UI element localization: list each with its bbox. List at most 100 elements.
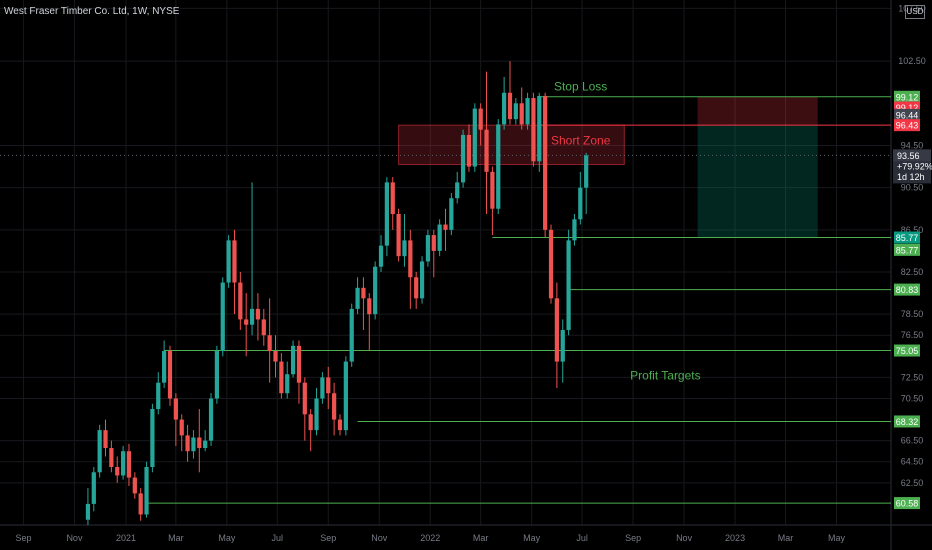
candle	[97, 424, 102, 478]
time-tick-label: 2022	[420, 533, 440, 543]
candle	[120, 445, 126, 480]
candle-body	[390, 182, 395, 215]
candle	[531, 92, 536, 167]
candle	[425, 229, 431, 267]
candle	[103, 419, 108, 457]
candles	[85, 61, 589, 525]
candle-body	[279, 361, 284, 394]
candle-body	[572, 219, 577, 241]
price-tick-label: 64.50	[901, 457, 924, 467]
price-tick-label: 82.50	[901, 267, 924, 277]
currency-label[interactable]: USD	[905, 5, 925, 19]
candle	[390, 177, 395, 230]
candle-body	[502, 92, 507, 125]
candle	[548, 224, 554, 304]
candle	[150, 403, 155, 473]
candle	[414, 271, 419, 309]
candle-body	[437, 224, 442, 251]
candle-body	[267, 335, 272, 352]
candle	[197, 409, 202, 473]
candle-body	[396, 214, 401, 257]
price-axis-label: 96.44	[894, 108, 920, 121]
price-axis-label-bg	[894, 90, 920, 103]
candle	[185, 424, 190, 462]
candle	[396, 208, 401, 262]
price-axis-label-bg	[894, 231, 920, 244]
price-axis-label-bg	[894, 344, 920, 357]
price-axis-label: 60.58	[894, 497, 920, 510]
price-tick-label: 94.50	[901, 140, 924, 150]
price-axis-label-text: 85.77	[896, 245, 919, 255]
candle-body	[290, 345, 296, 375]
candle	[355, 277, 360, 315]
candle	[431, 229, 436, 278]
current-price-box-top	[893, 149, 931, 162]
current-price-value: 93.56	[897, 151, 920, 161]
bar-countdown: 1d 12h	[897, 172, 925, 182]
candle	[349, 303, 354, 367]
candle-body	[460, 134, 466, 183]
price-axis-label-text: 60.58	[896, 499, 919, 509]
candle	[296, 340, 302, 404]
price-axis-label-text: 96.44	[896, 110, 919, 120]
price-axis-label: 80.83	[894, 283, 920, 296]
candle-body	[343, 361, 348, 431]
candle-body	[185, 435, 190, 452]
candle-body	[191, 437, 196, 452]
candle	[273, 335, 278, 378]
candle	[326, 366, 331, 410]
candle-body	[431, 235, 436, 251]
price-tick-label: 66.50	[901, 436, 924, 446]
candle	[361, 277, 366, 330]
candle-body	[314, 398, 319, 431]
candle-body	[378, 245, 384, 267]
candle	[460, 129, 466, 188]
candle-body	[484, 129, 489, 172]
candle-body	[109, 448, 114, 468]
candle-body	[566, 240, 571, 330]
time-tick-label: 2023	[725, 533, 745, 543]
candle	[584, 152, 589, 215]
price-axis-label: 85.77	[894, 231, 920, 244]
position-stop-area	[697, 96, 818, 126]
candle	[384, 177, 389, 257]
candle-body	[167, 351, 173, 399]
time-tick-label: Jul	[272, 533, 284, 543]
candle-body	[384, 182, 389, 246]
candle-body	[138, 493, 143, 515]
grid	[0, 0, 891, 525]
candle-body	[472, 108, 477, 167]
candle	[244, 293, 249, 357]
candle	[249, 182, 255, 336]
position-target-area	[697, 125, 818, 238]
annotation-label: Stop Loss	[554, 80, 607, 94]
candle	[507, 61, 513, 125]
candle-body	[548, 229, 554, 299]
candle-body	[560, 329, 565, 362]
candle-body	[179, 419, 184, 436]
candle-body	[308, 414, 313, 431]
price-tick-label: 90.50	[901, 183, 924, 193]
candle	[167, 345, 173, 406]
price-tick-label: 78.50	[901, 309, 924, 319]
candle-body	[466, 134, 472, 167]
candle-body	[490, 171, 495, 209]
candle	[566, 229, 571, 336]
candle	[490, 166, 495, 236]
candle-body	[320, 377, 325, 399]
candle-body	[507, 92, 513, 120]
candle-body	[513, 103, 518, 120]
candle-body	[326, 377, 331, 394]
price-axis-label-bg	[894, 119, 920, 132]
candle	[502, 76, 507, 130]
candle-body	[554, 298, 559, 362]
time-tick-label: Nov	[66, 533, 83, 543]
candle	[302, 377, 307, 441]
candle	[543, 92, 548, 238]
candle	[449, 192, 454, 236]
candle	[203, 430, 208, 452]
candle	[138, 488, 143, 521]
candle-body	[349, 308, 354, 362]
candle	[402, 214, 407, 267]
